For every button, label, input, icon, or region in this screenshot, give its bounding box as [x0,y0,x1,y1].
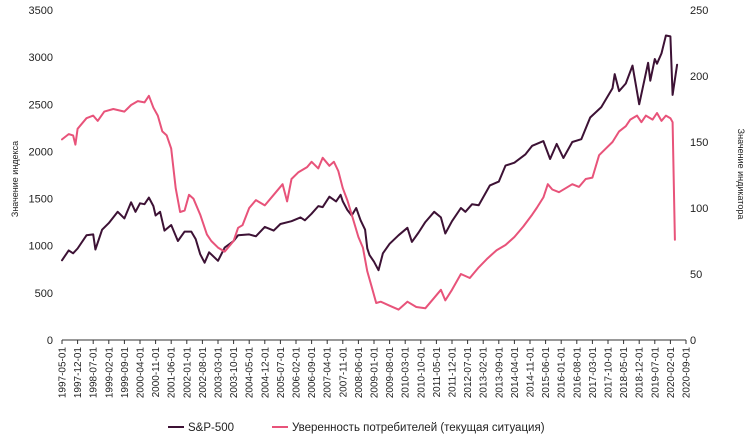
left-y-tick-label: 2000 [29,146,53,158]
x-tick-label: 2003-10-01 [229,347,240,399]
x-tick-label: 2011-05-01 [432,347,443,398]
x-tick-label: 2004-05-01 [245,347,256,399]
x-tick-label: 2017-03-01 [588,347,599,399]
x-tick-label: 2007-04-01 [323,347,334,399]
x-tick-label: 2010-03-01 [401,347,412,399]
x-tick-label: 2020-02-01 [666,347,677,399]
x-tick-label: 2014-11-01 [526,347,537,398]
x-tick-label: 2012-07-01 [463,347,474,399]
x-tick-label: 2018-12-01 [635,347,646,399]
right-axis-title: Значение индикатора [736,129,746,220]
series-lines [61,34,679,311]
x-tick-label: 2010-10-01 [416,347,427,399]
x-tick-label: 2015-06-01 [541,347,552,399]
left-y-tick-label: 2500 [29,99,53,111]
left-y-tick-label: 3000 [29,52,53,64]
x-tick-label: 1999-02-01 [104,347,115,399]
x-tick-label: 2006-09-01 [307,347,318,399]
x-tick-label: 2002-01-01 [182,347,193,399]
x-tick-label: 1997-05-01 [58,347,69,399]
left-y-tick-label: 0 [47,335,53,347]
x-tick-label: 2019-07-01 [650,347,661,399]
x-tick-label: 2013-09-01 [494,347,505,399]
legend-label-consumer-confidence: Уверенность потребителей (текущая ситуац… [292,422,545,434]
x-tick-label: 2011-12-01 [448,347,459,398]
right-y-tick-label: 50 [690,269,702,281]
x-tick-label: 2009-08-01 [385,347,396,399]
consumer-confidence-line [61,94,676,311]
x-tick-label: 2008-06-01 [354,347,365,399]
right-y-tick-label: 250 [690,5,708,17]
left-y-tick-label: 1500 [29,194,53,206]
x-tick-label: 2004-12-01 [260,347,271,399]
right-y-tick-label: 200 [690,71,708,83]
x-tick-label: 1997-12-01 [73,347,84,399]
chart-legend: S&P-500 Уверенность потребителей (текуща… [168,422,545,434]
x-tick-label: 2018-05-01 [619,347,630,399]
right-y-tick-label: 150 [690,137,708,149]
x-tick-label: 2006-02-01 [292,347,303,399]
x-tick-label: 2014-04-01 [510,347,521,399]
left-y-tick-label: 1000 [29,241,53,253]
legend-label-sp500: S&P-500 [188,422,234,434]
x-tick-label: 2013-02-01 [479,347,490,399]
right-y-axis-ticks: 0 50 100 150 200 250 [690,5,708,347]
x-tick-label: 2000-11-01 [151,347,162,398]
x-tick-label: 2016-01-01 [557,347,568,399]
x-tick-label: 2016-08-01 [572,347,583,399]
sp500-line [61,34,679,272]
left-y-axis-ticks: 0 500 1000 1500 2000 2500 3000 3500 [29,5,53,347]
x-tick-label: 2009-01-01 [370,347,381,399]
x-tick-label: 2003-03-01 [214,347,225,399]
x-tick-label: 2020-09-01 [682,347,693,399]
right-y-tick-label: 0 [690,335,696,347]
x-tick-label: 2002-08-01 [198,347,209,399]
right-y-tick-label: 100 [690,203,708,215]
x-tick-label: 2001-06-01 [167,347,178,399]
x-axis-tick-labels: 1997-05-01 1997-12-01 1998-07-01 1999-02-01… [58,340,693,398]
x-tick-label: 2007-11-01 [338,347,349,398]
left-y-tick-label: 500 [35,288,53,300]
left-axis-title: Значение индекса [10,141,20,217]
x-tick-label: 2017-10-01 [604,347,615,399]
x-tick-label: 1998-07-01 [89,347,100,399]
x-tick-label: 2000-04-01 [136,347,147,399]
left-y-tick-label: 3500 [29,5,53,17]
x-tick-label: 2005-07-01 [276,347,287,399]
x-tick-label: 1999-09-01 [120,347,131,399]
